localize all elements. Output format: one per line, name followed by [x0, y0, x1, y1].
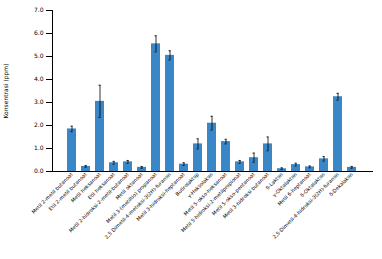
svg-text:δ-Oktalakton: δ-Oktalakton — [298, 171, 326, 199]
svg-text:γ-Oktalakton: γ-Oktalakton — [270, 171, 298, 199]
svg-text:Metil oktanoat: Metil oktanoat — [114, 171, 144, 201]
svg-text:γ-Heksolakon: γ-Heksolakon — [185, 171, 214, 200]
svg-text:Metil 2-metil butanoat: Metil 2-metil butanoat — [30, 171, 74, 215]
svg-text:Metil 5-hidroksi-2-metilpropio: Metil 5-hidroksi-2-metilpropionat — [179, 171, 242, 234]
svg-text:1.0: 1.0 — [34, 144, 44, 151]
svg-text:Metil heksanoat: Metil heksanoat — [69, 171, 102, 204]
svg-text:Etil 2-metil butanoat: Etil 2-metil butanoat — [47, 171, 88, 212]
svg-text:4.0: 4.0 — [34, 75, 44, 82]
svg-text:2.0: 2.0 — [34, 121, 44, 128]
svg-text:Metil 3-hidroksi butanoat: Metil 3-hidroksi butanoat — [221, 171, 269, 219]
svg-text:Konsentrasi (ppm): Konsentrasi (ppm) — [2, 63, 10, 118]
svg-text:Butirolaktop: Butirolaktop — [174, 171, 200, 197]
svg-text:6.0: 6.0 — [34, 29, 44, 36]
svg-text:3.0: 3.0 — [34, 98, 44, 105]
svg-text:Metil 2-hidroksi-2-metil-butan: Metil 2-hidroksi-2-metil-butanoat — [67, 171, 130, 234]
svg-text:5.0: 5.0 — [34, 52, 44, 59]
svg-text:0.0: 0.0 — [34, 167, 44, 174]
svg-text:Metil 5-okso-pentanoat: Metil 5-okso-pentanoat — [210, 171, 256, 217]
svg-text:2,5 Dimetil-4-metoksi-3(2H)-fu: 2,5 Dimetil-4-metoksi-3(2H)-furanon — [103, 171, 172, 240]
svg-text:Etil heksanoat: Etil heksanoat — [86, 171, 116, 201]
svg-text:Metil 5-okso-heksanoat: Metil 5-okso-heksanoat — [182, 171, 228, 217]
svg-text:δ-Lakton: δ-Lakton — [264, 171, 284, 191]
svg-text:Metil 6-heptanoat: Metil 6-heptanoat — [276, 171, 312, 207]
svg-text:2,5-Dimetil-4-hidroksi-3(2H)-f: 2,5-Dimetil-4-hidroksi-3(2H)-furanon — [271, 171, 340, 240]
svg-text:Metil 3-hidroksi-heptanoat: Metil 3-hidroksi-heptanoat — [135, 171, 187, 223]
svg-text:δ-Dekalakon: δ-Dekalakon — [328, 171, 354, 197]
svg-text:Metil 3-(metiltio) propanoat: Metil 3-(metiltio) propanoat — [105, 171, 159, 225]
svg-text:7.0: 7.0 — [34, 6, 44, 13]
